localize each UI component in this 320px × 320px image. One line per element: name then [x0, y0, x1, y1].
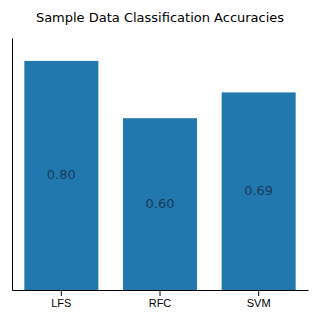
- y-axis-line: [12, 39, 13, 291]
- x-tick: RFC: [149, 290, 172, 309]
- x-axis: LFS RFC SVM: [13, 290, 309, 309]
- data-label: 0.80: [47, 167, 76, 182]
- bar: [24, 61, 98, 290]
- x-tick-mark: [258, 290, 259, 296]
- chart-title: Sample Data Classification Accuracies: [36, 10, 284, 25]
- x-tick: SVM: [247, 290, 271, 309]
- x-tick-label: RFC: [149, 297, 172, 309]
- x-tick: LFS: [51, 290, 71, 309]
- plot-area: 0.80 0.60 0.69 LFS RFC SVM: [13, 39, 309, 309]
- data-label: 0.60: [146, 196, 175, 211]
- x-tick-label: SVM: [247, 297, 271, 309]
- x-tick-mark: [160, 290, 161, 296]
- x-tick-label: LFS: [51, 297, 71, 309]
- data-label: 0.69: [244, 183, 273, 198]
- chart-container: Sample Data Classification Accuracies 0.8…: [0, 0, 320, 320]
- x-tick-mark: [61, 290, 62, 296]
- data-labels: 0.80 0.60 0.69: [47, 167, 273, 211]
- bars: [24, 61, 295, 290]
- bar: [123, 118, 197, 290]
- y-axis: [12, 39, 13, 291]
- chart-svg: Sample Data Classification Accuracies 0.8…: [0, 0, 320, 320]
- bar: [222, 92, 296, 290]
